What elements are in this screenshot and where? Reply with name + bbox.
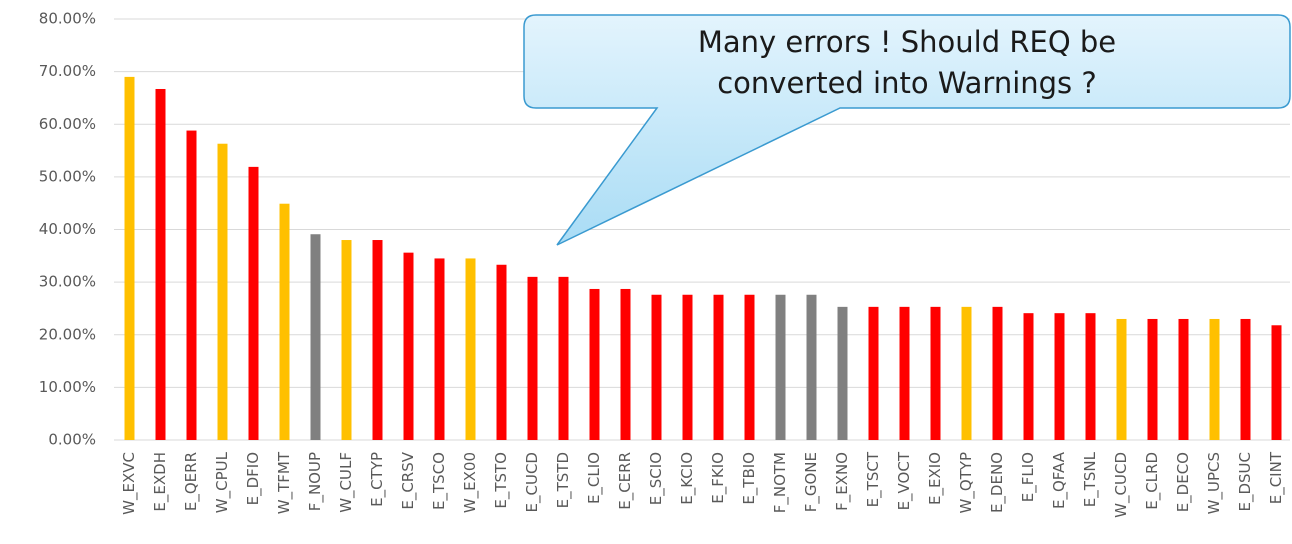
x-tick-label: F_NOTM	[771, 452, 790, 513]
bar	[403, 252, 414, 440]
bar	[465, 258, 476, 440]
callout-line: converted into Warnings ?	[717, 66, 1097, 100]
bar	[775, 294, 786, 440]
x-tick-label: E_TBIO	[740, 452, 759, 505]
x-tick-label: F_NOUP	[306, 452, 325, 511]
bar	[1209, 318, 1220, 440]
bar	[589, 288, 600, 440]
x-tick-label: E_TSTD	[554, 452, 573, 508]
x-tick-label: E_SCIO	[647, 452, 666, 505]
x-tick-label: W_UPCS	[1205, 452, 1224, 514]
x-tick-label: W_TFMT	[275, 451, 294, 514]
x-tick-label: E_CINT	[1267, 451, 1286, 504]
bar	[1147, 318, 1158, 440]
bar	[527, 276, 538, 440]
x-tick-label: F_EXNO	[833, 452, 852, 511]
x-tick-label: W_QTYP	[957, 452, 976, 514]
y-tick-label: 30.00%	[39, 273, 96, 291]
x-tick-label: E_DFIO	[244, 452, 263, 505]
bar	[651, 294, 662, 440]
bar	[1023, 313, 1034, 440]
y-tick-label: 0.00%	[48, 431, 96, 449]
x-tick-label: W_CULF	[337, 452, 356, 513]
x-tick-label: E_TSCO	[430, 452, 449, 510]
callout-line: Many errors ! Should REQ be	[698, 25, 1116, 59]
bar	[248, 166, 259, 440]
x-tick-label: E_EXIO	[926, 452, 945, 505]
bar	[1116, 318, 1127, 440]
x-tick-label: E_CTYP	[368, 452, 387, 507]
x-tick-label: W_CPUL	[213, 451, 232, 513]
x-tick-label: E_TSCT	[864, 451, 883, 507]
bar	[1271, 325, 1282, 440]
callout-shape	[523, 14, 1291, 246]
x-tick-label: E_CRSV	[399, 451, 418, 509]
x-tick-label: E_KCIO	[678, 452, 697, 505]
y-tick-label: 80.00%	[39, 10, 96, 28]
y-tick-label: 70.00%	[39, 62, 96, 80]
callout: Many errors ! Should REQ be converted in…	[523, 14, 1291, 246]
bar	[682, 294, 693, 440]
x-tick-label: E_CUCD	[523, 452, 542, 512]
bar	[496, 264, 507, 440]
bar	[961, 306, 972, 440]
x-tick-label: E_DECO	[1174, 452, 1193, 512]
x-tick-label: E_FLIO	[1019, 452, 1038, 502]
y-tick-label: 10.00%	[39, 378, 96, 396]
bar	[434, 258, 445, 440]
x-tick-label: E_EXDH	[151, 452, 170, 512]
bar	[186, 130, 197, 440]
x-tick-label: F_GONE	[802, 452, 821, 512]
x-tick-label: E_FKIO	[709, 452, 728, 504]
x-tick-label: E_TSTO	[492, 452, 511, 509]
x-tick-label: E_TSNL	[1081, 451, 1100, 507]
x-tick-label: W_EXVC	[120, 452, 139, 515]
x-tick-label: W_EX00	[461, 452, 480, 513]
x-tick-label: E_CLRD	[1143, 452, 1162, 510]
bar	[837, 306, 848, 440]
y-tick-label: 60.00%	[39, 115, 96, 133]
bar	[217, 143, 228, 440]
x-tick-label: E_CLIO	[585, 452, 604, 504]
bar	[558, 276, 569, 440]
x-tick-label: E_QFAA	[1050, 451, 1069, 509]
x-tick-label: E_CERR	[616, 452, 635, 510]
bar	[744, 294, 755, 440]
y-tick-label: 40.00%	[39, 220, 96, 238]
bar	[279, 203, 290, 440]
x-tick-label: E_DENO	[988, 452, 1007, 513]
bar	[806, 294, 817, 440]
x-tick-label: E_QERR	[182, 452, 201, 511]
x-tick-label: W_CUCD	[1112, 452, 1131, 518]
bar	[620, 288, 631, 440]
y-tick-label: 50.00%	[39, 167, 96, 185]
bar	[930, 306, 941, 440]
bar	[899, 306, 910, 440]
bar	[992, 306, 1003, 440]
x-tick-label: E_DSUC	[1236, 452, 1255, 512]
bar	[124, 76, 135, 440]
y-tick-label: 20.00%	[39, 325, 96, 343]
bar	[372, 240, 383, 440]
bar	[155, 88, 166, 441]
bar	[1085, 313, 1096, 440]
bar	[713, 294, 724, 440]
x-tick-label: E_VOCT	[895, 451, 914, 510]
bar	[310, 234, 321, 440]
bar	[341, 240, 352, 440]
bar	[868, 306, 879, 440]
bar	[1240, 318, 1251, 440]
bar	[1054, 313, 1065, 440]
bar	[1178, 318, 1189, 440]
